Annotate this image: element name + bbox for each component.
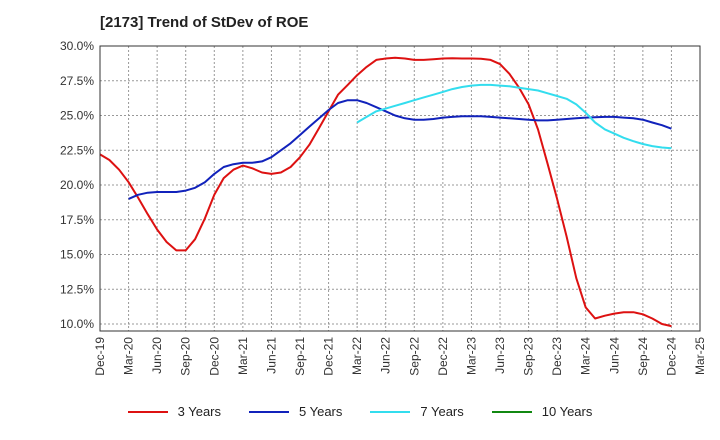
legend-item-10-years: 10 Years: [491, 404, 593, 419]
x-tick-label: Dec-22: [436, 337, 450, 376]
series-layer: [99, 56, 672, 328]
x-tick-label: Jun-22: [379, 337, 393, 374]
x-tick-label: Dec-24: [664, 337, 678, 376]
x-tick-label: Sep-20: [179, 337, 193, 376]
y-tick-label: 25.0%: [60, 109, 94, 123]
legend: 3 Years 5 Years 7 Years 10 Years: [0, 404, 720, 419]
legend-label: 5 Years: [299, 404, 343, 419]
legend-label: 7 Years: [420, 404, 464, 419]
x-tick-label: Dec-21: [322, 337, 336, 376]
x-tick-label: Mar-23: [464, 337, 478, 375]
x-tick-label: Mar-21: [236, 337, 250, 375]
x-tick-label: Jun-20: [150, 337, 164, 374]
x-tick-label: Dec-20: [207, 337, 221, 376]
x-tick-label: Mar-25: [693, 337, 707, 375]
y-tick-label: 22.5%: [60, 143, 94, 157]
y-tick-label: 12.5%: [60, 282, 94, 296]
y-tick-label: 15.0%: [60, 248, 94, 262]
x-tick-label: Dec-19: [93, 337, 107, 376]
legend-label: 10 Years: [541, 404, 593, 419]
legend-item-3-years: 3 Years: [127, 404, 221, 419]
x-tick-label: Sep-23: [522, 337, 536, 376]
series-line-7-years: [356, 83, 672, 150]
legend-swatch: [249, 410, 289, 413]
x-tick-label: Mar-20: [122, 337, 136, 375]
x-tick-label: Sep-24: [636, 337, 650, 376]
y-tick-label: 27.5%: [60, 74, 94, 88]
chart-title: [2173] Trend of StDev of ROE: [100, 14, 309, 31]
axis-layer: 10.0% 12.5% 15.0% 17.5% 20.0% 22.5% 25.0% 27.5%…: [60, 39, 707, 376]
x-tick-label: Dec-23: [550, 337, 564, 376]
series-line-5-years: [128, 99, 672, 200]
x-tick-label: Sep-22: [407, 337, 421, 376]
legend-swatch: [370, 410, 411, 413]
legend-item-5-years: 5 Years: [249, 404, 342, 419]
legend-swatch: [491, 410, 532, 413]
x-tick-label: Jun-24: [607, 337, 621, 374]
x-tick-label: Jun-23: [493, 337, 507, 374]
series-line-3-years: [99, 56, 672, 328]
legend-swatch: [127, 410, 168, 413]
x-tick-label: Jun-21: [264, 337, 278, 374]
legend-item-7-years: 7 Years: [370, 404, 464, 419]
plot-frame: [99, 45, 701, 332]
y-tick-label: 17.5%: [60, 213, 94, 227]
legend-label: 3 Years: [177, 404, 221, 419]
x-tick-label: Mar-22: [350, 337, 364, 375]
x-tick-label: Sep-21: [293, 337, 307, 376]
y-tick-label: 20.0%: [60, 178, 94, 192]
x-tick-label: Mar-24: [579, 337, 593, 375]
y-tick-label: 30.0%: [60, 39, 94, 53]
y-tick-label: 10.0%: [60, 317, 94, 331]
